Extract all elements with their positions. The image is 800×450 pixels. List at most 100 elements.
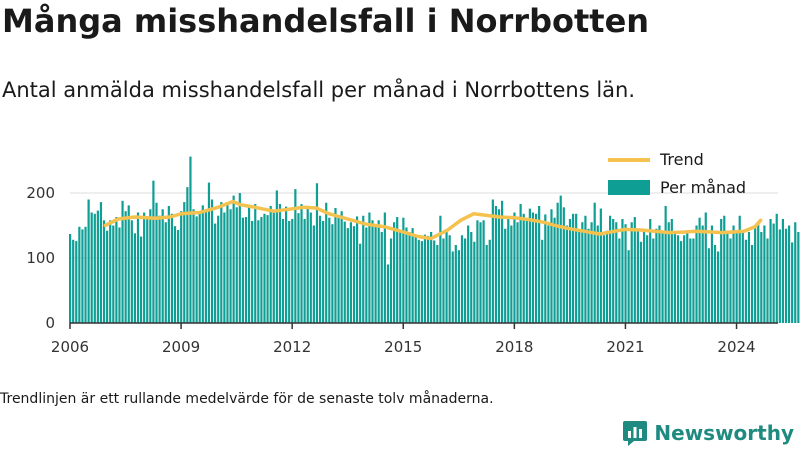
bar	[127, 205, 130, 323]
bar	[281, 219, 285, 323]
bar	[414, 236, 417, 323]
bar	[167, 206, 170, 323]
bar	[226, 204, 229, 323]
bar	[772, 223, 775, 323]
bar	[797, 232, 800, 323]
bar	[556, 202, 559, 323]
bar	[485, 245, 488, 323]
bar	[794, 222, 797, 323]
bar	[139, 236, 143, 323]
bar	[204, 211, 207, 323]
bar	[436, 245, 439, 323]
brand-logo[interactable]: Newsworthy	[622, 419, 794, 447]
bar	[504, 228, 507, 323]
bar	[426, 235, 430, 323]
bar	[547, 225, 550, 323]
bar	[278, 204, 282, 323]
bar	[448, 235, 451, 323]
bar	[568, 219, 572, 323]
bar	[309, 212, 312, 323]
bar	[389, 238, 393, 323]
bar	[328, 217, 331, 323]
bar	[325, 202, 328, 323]
bar	[411, 228, 414, 323]
bar	[374, 225, 377, 323]
bar	[349, 222, 353, 323]
bar	[482, 220, 485, 323]
bar	[312, 225, 315, 323]
bar	[562, 207, 565, 323]
bar	[750, 245, 754, 323]
bar	[207, 182, 211, 323]
bar	[590, 222, 593, 323]
bar	[238, 193, 241, 323]
bar	[346, 228, 349, 323]
bar	[544, 214, 547, 323]
bar	[658, 225, 661, 323]
bar	[343, 221, 346, 323]
bar	[430, 232, 433, 323]
bar	[235, 207, 238, 323]
bar	[189, 156, 192, 323]
bar	[247, 205, 251, 323]
bar	[479, 222, 482, 323]
bar	[661, 232, 664, 323]
bar	[454, 245, 457, 323]
bar	[726, 232, 729, 323]
bar	[571, 213, 575, 323]
bar-series	[69, 156, 800, 323]
bar	[541, 239, 544, 323]
brand-name: Newsworthy	[654, 421, 794, 445]
bar	[757, 222, 760, 323]
bar	[192, 209, 195, 323]
bar	[291, 219, 294, 323]
bar	[266, 215, 269, 323]
bar	[362, 215, 365, 323]
bar	[578, 232, 581, 323]
bar	[655, 228, 658, 323]
bar	[701, 225, 704, 323]
bar	[599, 208, 602, 323]
bar	[670, 219, 673, 323]
bar	[664, 206, 667, 323]
bar	[402, 217, 405, 323]
bar	[439, 215, 442, 323]
bar	[81, 229, 84, 323]
bar	[729, 238, 732, 323]
bar	[377, 220, 380, 323]
x-tick-label: 2012	[273, 338, 311, 356]
bar	[683, 235, 686, 323]
bar	[201, 205, 204, 323]
bar	[695, 225, 698, 323]
bar	[791, 242, 794, 323]
bar	[96, 210, 99, 323]
bar	[223, 212, 226, 323]
bar	[442, 238, 445, 323]
bar	[396, 217, 399, 323]
bar	[769, 219, 772, 323]
bar	[285, 206, 288, 323]
bar	[359, 243, 362, 323]
bar	[300, 204, 303, 323]
bar	[173, 226, 177, 323]
bar	[747, 232, 751, 323]
bar	[652, 238, 655, 323]
bar	[467, 225, 470, 323]
bar	[784, 228, 788, 323]
chart-subtitle: Antal anmälda misshandelsfall per månad …	[2, 78, 636, 102]
bar	[741, 232, 744, 323]
x-tick-label: 2009	[162, 338, 200, 356]
bar	[186, 187, 189, 323]
bar	[93, 213, 96, 323]
bar	[575, 213, 578, 323]
bar-chart-icon	[623, 421, 648, 446]
bar	[275, 190, 278, 323]
bar	[593, 202, 596, 323]
bar	[183, 202, 186, 323]
bar	[383, 212, 386, 323]
bar	[460, 235, 464, 323]
bar	[510, 225, 513, 323]
bar	[303, 219, 306, 323]
bar	[75, 241, 78, 323]
bar	[636, 228, 639, 323]
